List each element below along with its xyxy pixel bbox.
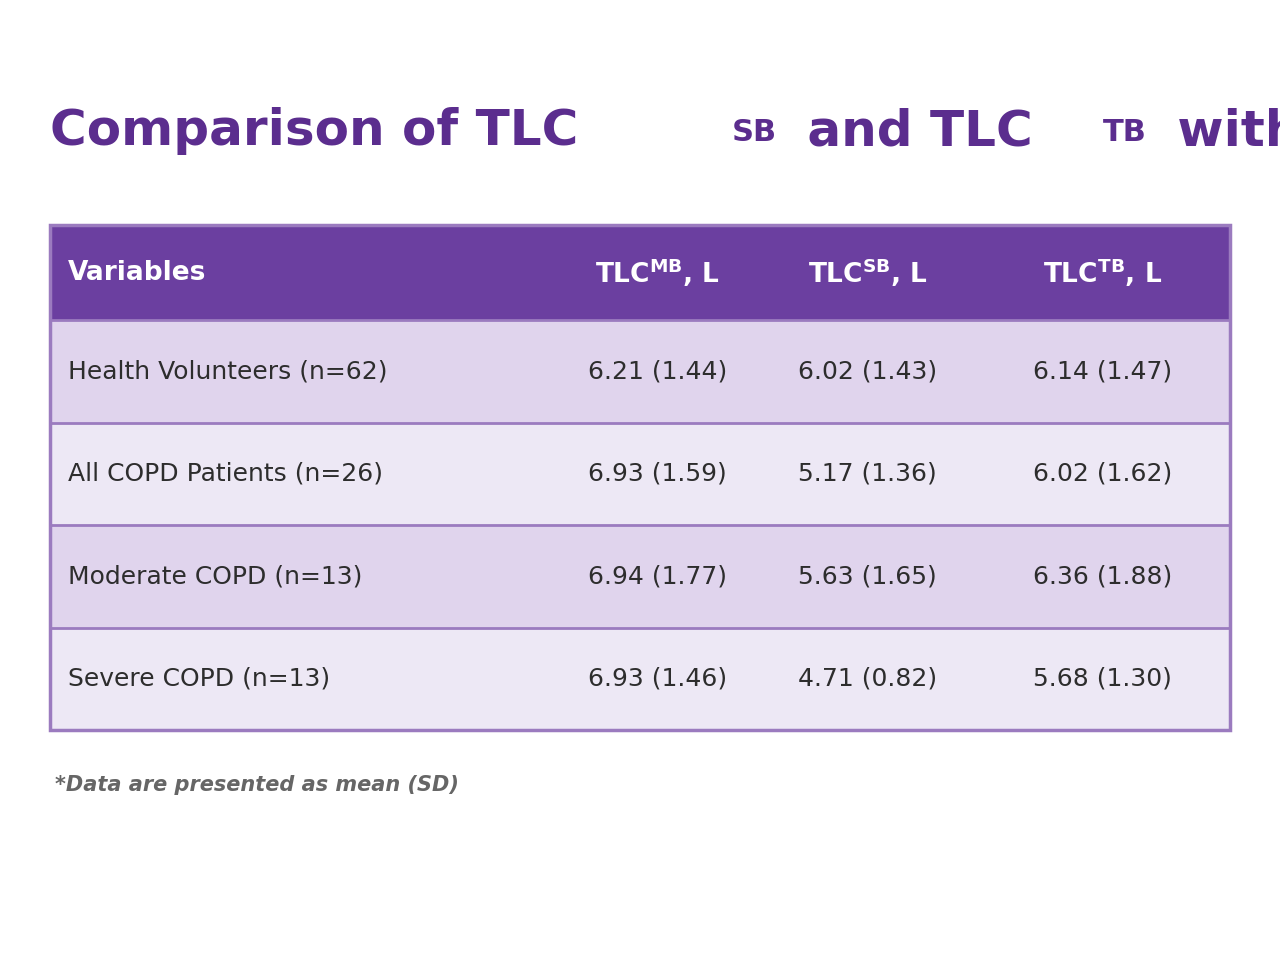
Text: 6.94 (1.77): 6.94 (1.77) [588, 564, 727, 588]
Text: 6.02 (1.62): 6.02 (1.62) [1033, 462, 1172, 486]
Bar [50, 628, 1230, 730]
Bar [50, 320, 1230, 422]
Text: 6.21 (1.44): 6.21 (1.44) [588, 359, 727, 383]
Text: 6.93 (1.59): 6.93 (1.59) [588, 462, 727, 486]
Text: Severe COPD (n=13): Severe COPD (n=13) [68, 667, 330, 691]
Text: 5.63 (1.65): 5.63 (1.65) [799, 564, 937, 588]
Text: SB: SB [732, 118, 777, 147]
Bar [50, 225, 1230, 320]
Text: Variables: Variables [68, 259, 206, 285]
Bar [50, 525, 1230, 628]
Text: 6.14 (1.47): 6.14 (1.47) [1033, 359, 1172, 383]
Text: Health Volunteers (n=62): Health Volunteers (n=62) [68, 359, 388, 383]
Text: All COPD Patients (n=26): All COPD Patients (n=26) [68, 462, 383, 486]
Text: 5.17 (1.36): 5.17 (1.36) [799, 462, 937, 486]
Text: TLC$\mathbf{^{SB}}$, L: TLC$\mathbf{^{SB}}$, L [808, 256, 928, 289]
Text: TLC$\mathbf{^{TB}}$, L: TLC$\mathbf{^{TB}}$, L [1043, 256, 1162, 289]
Text: TLC$\mathbf{^{MB}}$, L: TLC$\mathbf{^{MB}}$, L [595, 256, 719, 289]
Text: Comparison of TLC: Comparison of TLC [50, 107, 579, 155]
Text: 6.93 (1.46): 6.93 (1.46) [588, 667, 727, 691]
Text: 5.68 (1.30): 5.68 (1.30) [1033, 667, 1172, 691]
Text: 4.71 (0.82): 4.71 (0.82) [797, 667, 937, 691]
Text: and TLC: and TLC [790, 107, 1033, 155]
Bar [50, 225, 1230, 730]
Text: Moderate COPD (n=13): Moderate COPD (n=13) [68, 564, 362, 588]
Text: TB: TB [1103, 118, 1147, 147]
Text: *Data are presented as mean (SD): *Data are presented as mean (SD) [55, 775, 458, 795]
Bar [50, 422, 1230, 525]
Text: 6.36 (1.88): 6.36 (1.88) [1033, 564, 1172, 588]
Text: with TLC: with TLC [1160, 107, 1280, 155]
Text: 6.02 (1.43): 6.02 (1.43) [797, 359, 937, 383]
